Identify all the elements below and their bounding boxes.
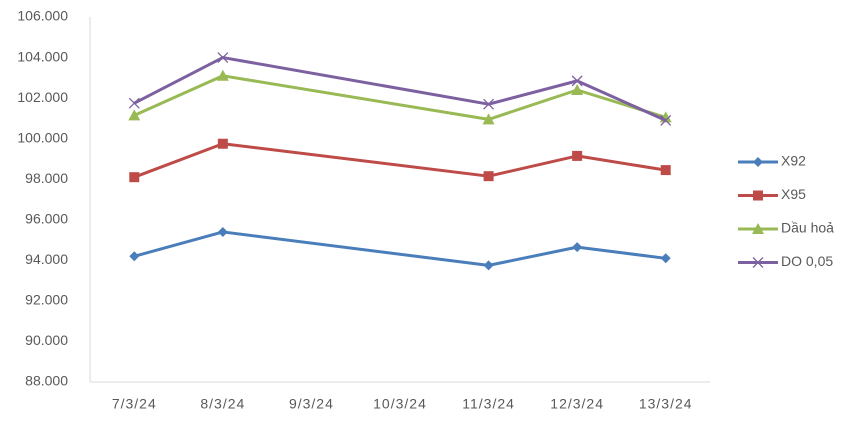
marker	[483, 98, 495, 110]
marker	[752, 257, 764, 268]
marker	[572, 242, 583, 253]
marker	[660, 253, 671, 264]
series-line	[133, 56, 667, 122]
marker	[217, 138, 228, 149]
x-tick-label: 8/3/24	[200, 396, 245, 412]
series-line	[133, 74, 667, 121]
x-tick-label: 11/3/24	[462, 396, 515, 412]
marker	[572, 150, 583, 161]
x-tick-label: 10/3/24	[373, 396, 427, 412]
y-tick-label: 102.000	[17, 89, 68, 105]
marker	[660, 114, 672, 126]
x-tick-label: 13/3/24	[639, 396, 693, 412]
y-tick-label: 94.000	[25, 251, 68, 267]
legend-label: X95	[781, 186, 806, 202]
x-tick-label: 9/3/24	[289, 396, 334, 412]
y-tick-label: 90.000	[25, 332, 68, 348]
y-tick-label: 96.000	[25, 210, 68, 226]
marker	[571, 75, 583, 87]
marker	[482, 113, 495, 125]
y-tick-label: 100.000	[17, 129, 68, 145]
legend-label: X92	[781, 153, 806, 169]
marker	[753, 157, 763, 167]
legend-label: Dầu hoả	[781, 220, 834, 236]
marker	[217, 226, 228, 237]
marker	[217, 52, 229, 64]
y-tick-label: 92.000	[25, 292, 68, 308]
y-tick-label: 98.000	[25, 170, 68, 186]
marker	[483, 171, 494, 182]
marker	[129, 172, 140, 183]
marker	[128, 97, 140, 109]
y-tick-label: 88.000	[25, 373, 68, 389]
legend-label: DO 0,05	[781, 253, 833, 269]
marker	[129, 251, 140, 262]
marker	[752, 223, 764, 234]
y-tick-label: 106.000	[17, 8, 68, 24]
x-tick-label: 7/3/24	[112, 396, 157, 412]
marker	[660, 165, 671, 176]
marker	[753, 190, 763, 201]
marker	[483, 260, 494, 271]
marker	[571, 84, 584, 95]
series-line	[133, 142, 666, 179]
marker	[128, 109, 141, 121]
series-line	[133, 230, 666, 267]
x-tick-label: 12/3/24	[550, 396, 604, 412]
y-tick-label: 104.000	[17, 48, 68, 64]
marker	[216, 69, 229, 81]
